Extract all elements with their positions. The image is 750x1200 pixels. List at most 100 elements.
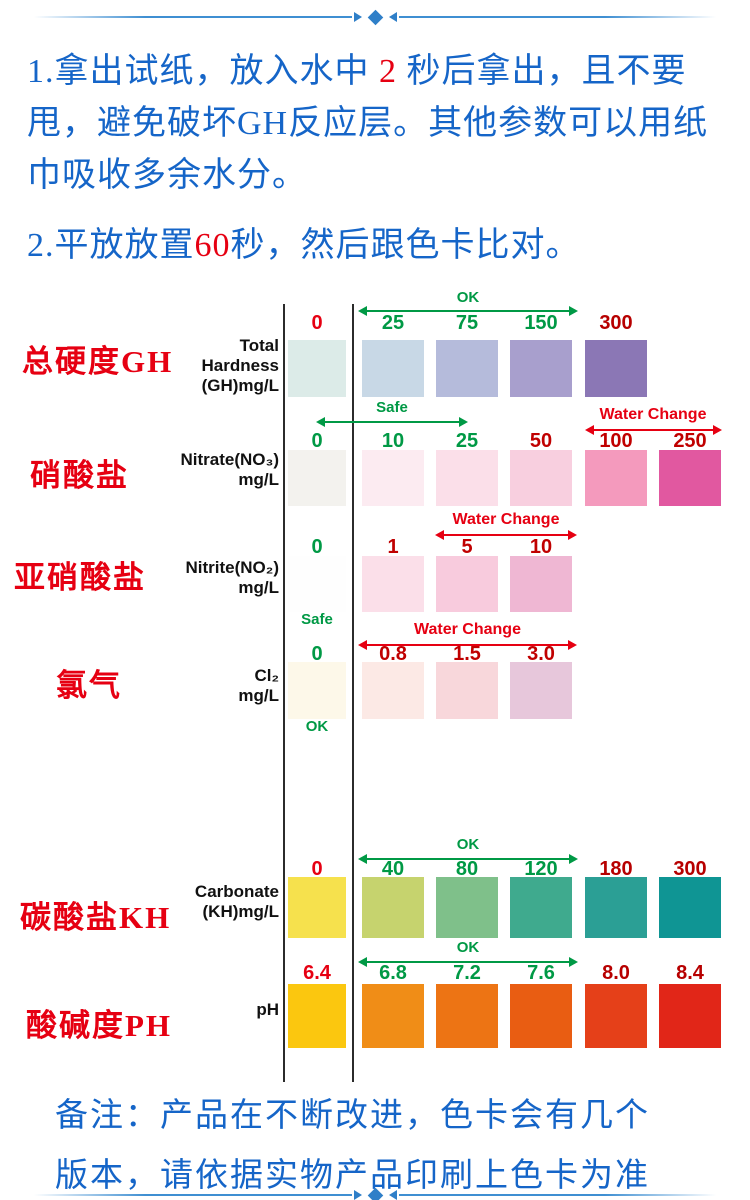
nitrate-water-change-arrow-icon bbox=[585, 424, 722, 436]
arrow-head-right-icon bbox=[568, 530, 577, 540]
arrow-head-left-icon bbox=[358, 306, 367, 316]
row-label-en-ph: pH bbox=[129, 1000, 279, 1020]
kh-swatch-180 bbox=[585, 877, 647, 938]
divider-arrow-right-icon bbox=[353, 1190, 367, 1200]
instruction-step-1: 1.拿出试纸，放入水中 2 秒后拿出，且不要甩，避免破坏GH反应层。其他参数可以… bbox=[27, 46, 729, 202]
bottom-divider bbox=[34, 1187, 716, 1200]
footer-note: 备注：产品在不断改进，色卡会有几个 版本，请依据实物产品印刷上色卡为准 bbox=[55, 1086, 735, 1200]
footer-note-line-1: 备注：产品在不断改进，色卡会有几个 bbox=[55, 1098, 650, 1134]
ph-swatch-7-6 bbox=[510, 984, 572, 1048]
arrow-head-right-icon bbox=[713, 425, 722, 435]
arrow-line bbox=[444, 534, 568, 536]
chlorine-value-1-5: 1.5 bbox=[453, 643, 481, 665]
nitrate-value-50: 50 bbox=[529, 430, 553, 452]
step2-text-cont: 秒，然后跟色卡比对。 bbox=[230, 227, 581, 264]
arrow-head-left-icon bbox=[585, 425, 594, 435]
ph-value-8-4: 8.4 bbox=[676, 962, 704, 984]
divider-arrow-right-icon bbox=[353, 12, 367, 22]
kh-swatch-120 bbox=[510, 877, 572, 938]
arrow-line bbox=[367, 961, 569, 963]
en-label-line: Cl₂ bbox=[254, 666, 279, 685]
nitrate-value-0: 0 bbox=[311, 430, 323, 452]
chlorine-water-change-arrow-icon bbox=[358, 639, 577, 651]
gh-ok-range-arrow-icon bbox=[358, 305, 578, 317]
divider-arrow-left-icon bbox=[384, 1190, 397, 1200]
gh-value-150: 150 bbox=[524, 312, 558, 334]
ph-swatch-8-4 bbox=[659, 984, 721, 1048]
nitrite-water-change-label: Water Change bbox=[452, 511, 560, 528]
row-label-en-nitrite: Nitrite(NO₂) mg/L bbox=[129, 558, 280, 598]
divider-line bbox=[34, 1194, 352, 1196]
nitrate-safe-range-arrow-icon bbox=[316, 416, 468, 428]
kh-value-80: 80 bbox=[455, 858, 479, 880]
step1-seconds-highlight: 2 bbox=[379, 53, 397, 90]
top-divider bbox=[34, 9, 716, 25]
kh-swatch-300 bbox=[659, 877, 721, 938]
divider-line bbox=[398, 1194, 716, 1196]
en-label-line: mg/L bbox=[238, 686, 279, 705]
kh-value-0: 0 bbox=[311, 858, 323, 880]
gh-swatch-75 bbox=[436, 340, 498, 397]
kh-value-40: 40 bbox=[381, 858, 405, 880]
divider-diamond-icon bbox=[367, 9, 383, 25]
gh-swatch-300 bbox=[585, 340, 647, 397]
ph-value-7-2: 7.2 bbox=[453, 962, 481, 984]
step2-seconds-highlight: 60 bbox=[194, 227, 231, 264]
arrow-line bbox=[367, 644, 568, 646]
arrow-line bbox=[367, 858, 569, 860]
ph-value-8-0: 8.0 bbox=[602, 962, 630, 984]
kh-swatch-80 bbox=[436, 877, 498, 938]
nitrate-swatch-25 bbox=[436, 450, 498, 506]
divider-diamond-icon bbox=[367, 1187, 383, 1200]
kh-ok-range-label: OK bbox=[456, 836, 480, 853]
gh-value-75: 75 bbox=[455, 312, 479, 334]
gh-value-300: 300 bbox=[599, 312, 633, 334]
arrow-head-right-icon bbox=[569, 306, 578, 316]
ph-swatch-7-2 bbox=[436, 984, 498, 1048]
nitrite-swatch-5 bbox=[436, 556, 498, 612]
en-label-line: Carbonate bbox=[194, 882, 279, 901]
nitrate-value-10: 10 bbox=[381, 430, 405, 452]
ph-value-6-8: 6.8 bbox=[379, 962, 407, 984]
nitrite-value-1: 1 bbox=[387, 536, 399, 558]
en-label-line: (GH)mg/L bbox=[201, 376, 279, 395]
arrow-head-right-icon bbox=[568, 640, 577, 650]
nitrite-water-change-arrow-icon bbox=[435, 529, 577, 541]
step2-text: 2.平放放置 bbox=[27, 227, 195, 264]
gh-ok-range-label: OK bbox=[456, 289, 480, 306]
gh-value-0: 0 bbox=[311, 312, 323, 334]
nitrate-value-25: 25 bbox=[455, 430, 479, 452]
gh-swatch-150 bbox=[510, 340, 572, 397]
nitrite-value-0: 0 bbox=[311, 536, 323, 558]
footer-note-line-2: 版本，请依据实物产品印刷上色卡为准 bbox=[55, 1158, 650, 1194]
chlorine-value-0-8: 0.8 bbox=[379, 643, 407, 665]
ph-ok-range-arrow-icon bbox=[358, 956, 578, 968]
en-label-line: mg/L bbox=[238, 470, 279, 489]
kh-strip-pad bbox=[288, 877, 346, 938]
divider-line bbox=[34, 16, 352, 18]
arrow-head-left-icon bbox=[358, 854, 367, 864]
chlorine-safe-label: Safe bbox=[301, 611, 333, 628]
nitrate-safe-range-label: Safe bbox=[376, 399, 408, 416]
row-label-cn-ph: 酸碱度PH bbox=[26, 1008, 173, 1043]
gh-value-25: 25 bbox=[381, 312, 405, 334]
row-label-en-carbonate: Carbonate (KH)mg/L bbox=[129, 882, 279, 922]
arrow-line bbox=[594, 429, 713, 431]
kh-value-300: 300 bbox=[673, 858, 707, 880]
divider-arrow-left-icon bbox=[384, 12, 397, 22]
nitrite-swatch-1 bbox=[362, 556, 424, 612]
chlorine-value-0: 0 bbox=[311, 643, 323, 665]
nitrate-swatch-10 bbox=[362, 450, 424, 506]
kh-value-180: 180 bbox=[599, 858, 633, 880]
row-label-cn-carbonate: 碳酸盐KH bbox=[20, 900, 172, 935]
row-label-en-chlorine: Cl₂ mg/L bbox=[129, 666, 279, 706]
nitrate-water-change-label: Water Change bbox=[599, 406, 707, 423]
step1-text-cont: 秒后拿出，且不要甩，避免破坏GH反应层。其他参数可以用纸巾吸收多余水分。 bbox=[27, 53, 709, 194]
arrow-head-right-icon bbox=[459, 417, 468, 427]
nitrate-swatch-50 bbox=[510, 450, 572, 506]
en-label-line: (KH)mg/L bbox=[202, 902, 279, 921]
chlorine-swatch-0-8 bbox=[362, 662, 424, 719]
row-label-cn-chlorine: 氯气 bbox=[56, 668, 122, 703]
instruction-step-2: 2.平放放置60秒，然后跟色卡比对。 bbox=[27, 220, 729, 272]
